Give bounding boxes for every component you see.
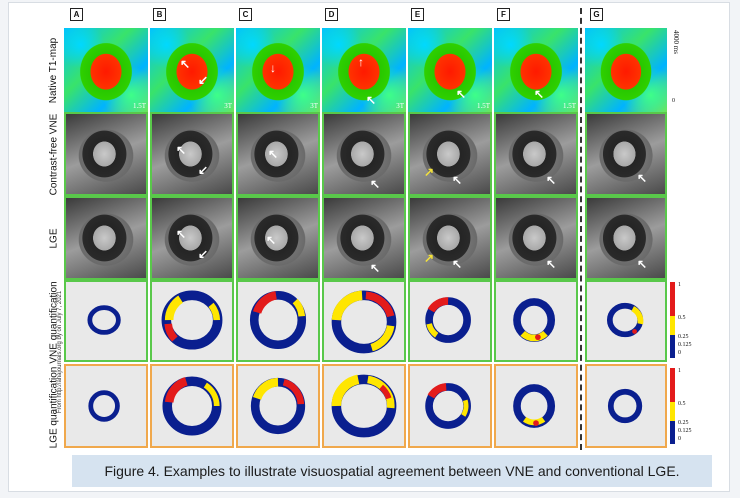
lge-quant-c <box>236 364 320 448</box>
lge-scale-1: 1 <box>678 368 681 374</box>
vne-quant-e <box>408 280 492 362</box>
lge-quant-d <box>322 364 406 448</box>
vne-scale-1: 1 <box>678 282 681 288</box>
vne-image-e: ↗ ↖ <box>408 112 492 196</box>
vne-scale-05: 0.5 <box>678 315 686 321</box>
t1map-c: ↓ 3T <box>236 28 320 112</box>
t1map-g <box>585 28 667 112</box>
vne-quant-b <box>150 280 234 362</box>
lge-scale-025: 0.25 <box>678 420 689 426</box>
lge-quant-b <box>150 364 234 448</box>
vne-quant-f <box>494 280 578 362</box>
vne-scale-0125: 0.125 <box>678 342 692 348</box>
vne-scale-0: 0 <box>678 350 681 356</box>
vne-image-c: ↖ <box>236 112 320 196</box>
vne-quant-a <box>64 280 148 362</box>
download-watermark: From http://ahajournals.org by on July 7… <box>57 290 63 414</box>
row-label-vne: Contrast-free VNE <box>48 113 60 195</box>
lge-scale-0: 0 <box>678 436 681 442</box>
lge-image-f: ↖ <box>494 196 578 280</box>
lge-image-b: ↖ ↙ <box>150 196 234 280</box>
row-label-t1map: Native T1-map <box>48 37 60 103</box>
lge-quant-g <box>585 364 667 448</box>
panel-label-b: B <box>153 8 166 21</box>
t1map-a: 1.5T <box>64 28 148 112</box>
vne-quant-c <box>236 280 320 362</box>
vne-image-d: ↖ <box>322 112 406 196</box>
panel-divider <box>580 8 582 450</box>
panel-label-c: C <box>239 8 252 21</box>
t1-scale-min: 0 <box>672 98 675 104</box>
lge-image-e: ↗ ↖ <box>408 196 492 280</box>
vne-image-a <box>64 112 148 196</box>
vne-quant-g <box>585 280 667 362</box>
lge-image-g: ↖ <box>585 196 667 280</box>
t1map-f: ↖ 1.5T <box>494 28 578 112</box>
panel-label-g: G <box>590 8 603 21</box>
vne-colorbar <box>670 282 675 358</box>
lge-image-c: ↖ <box>236 196 320 280</box>
t1map-e: ↖ 1.5T <box>408 28 492 112</box>
panel-label-d: D <box>325 8 338 21</box>
lge-scale-05: 0.5 <box>678 401 686 407</box>
vne-image-g: ↖ <box>585 112 667 196</box>
lge-image-d: ↖ <box>322 196 406 280</box>
panel-label-a: A <box>70 8 83 21</box>
t1map-b: ↖ ↙ 3T <box>150 28 234 112</box>
vne-image-b: ↖ ↙ <box>150 112 234 196</box>
lge-colorbar <box>670 368 675 444</box>
vne-image-f: ↖ <box>494 112 578 196</box>
lge-quant-e <box>408 364 492 448</box>
lge-image-a <box>64 196 148 280</box>
panel-label-e: E <box>411 8 424 21</box>
lge-scale-0125: 0.125 <box>678 428 692 434</box>
lge-quant-a <box>64 364 148 448</box>
lge-quant-f <box>494 364 578 448</box>
figure-caption: Figure 4. Examples to illustrate visuosp… <box>72 455 712 487</box>
t1map-d: ↑ ↖ 3T <box>322 28 406 112</box>
caption-text: Figure 4. Examples to illustrate visuosp… <box>104 463 680 479</box>
vne-scale-025: 0.25 <box>678 334 689 340</box>
panel-label-f: F <box>497 8 510 21</box>
vne-quant-d <box>322 280 406 362</box>
